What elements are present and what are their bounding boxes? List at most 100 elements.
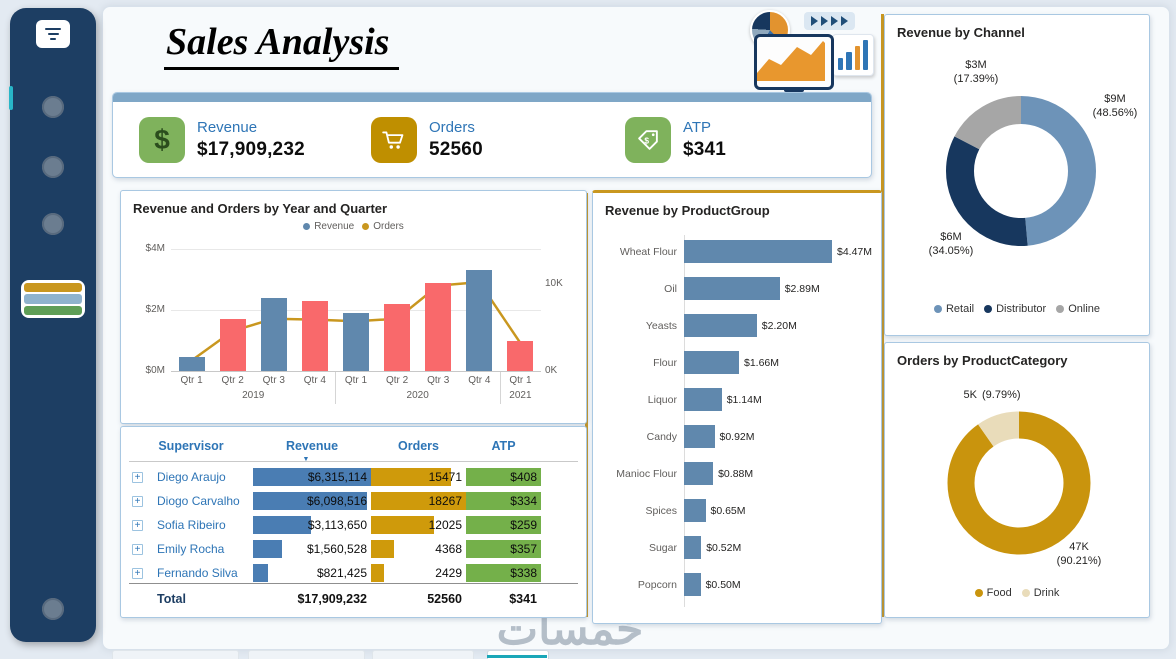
bar-row: Sugar $0.52M — [599, 529, 875, 566]
donut-slice-distributor[interactable] — [946, 96, 1096, 246]
category-label: Sugar — [648, 541, 677, 554]
orders-cell: 18267 — [371, 492, 466, 510]
orders-databar — [371, 492, 466, 510]
bottom-tab[interactable] — [372, 650, 474, 659]
expand-icon[interactable]: + — [132, 567, 143, 579]
bar[interactable] — [684, 499, 706, 522]
nav-dot-3[interactable] — [42, 213, 64, 235]
atp-cell: $338 — [466, 564, 541, 582]
legend-item[interactable]: Revenue — [303, 221, 354, 232]
legend-item[interactable]: Online — [1056, 303, 1100, 315]
revenue-bar[interactable] — [301, 300, 328, 371]
nav-dot-1[interactable] — [42, 96, 64, 118]
revenue-bar[interactable] — [178, 357, 205, 371]
revenue-bar[interactable] — [384, 303, 411, 371]
column-header-orders[interactable]: Orders — [398, 439, 439, 453]
productgroup-chart-card: Revenue by ProductGroup Wheat Flour $4.47… — [592, 190, 882, 624]
revenue-bar[interactable] — [343, 313, 369, 371]
table-row[interactable]: + Diego Araujo $6,315,114 15471 $408 — [129, 465, 578, 489]
orders-value: 12025 — [428, 518, 462, 532]
revenue-bar[interactable] — [507, 340, 534, 371]
axis-line — [684, 235, 685, 607]
active-page-button[interactable] — [21, 280, 85, 318]
filter-menu-icon[interactable] — [36, 20, 70, 48]
legend-dot — [1021, 589, 1030, 597]
bar[interactable] — [684, 462, 714, 485]
y2-axis-tick: 0K — [545, 365, 558, 376]
supervisor-name: Diogo Carvalho — [157, 494, 240, 508]
revenue-databar — [253, 468, 371, 486]
orders-cell: 15471 — [371, 468, 466, 486]
expand-icon[interactable]: + — [132, 471, 143, 483]
atp-databar — [466, 540, 541, 558]
revenue-bar[interactable] — [425, 282, 452, 371]
value-label: $1.66M — [744, 356, 780, 369]
y-axis-tick: $4M — [145, 243, 165, 254]
sort-descending-icon[interactable]: ▼ — [302, 456, 310, 463]
legend-item[interactable]: Food — [974, 587, 1012, 599]
x-axis-label: Qtr 3 — [427, 375, 450, 386]
bar[interactable] — [684, 425, 715, 448]
expand-icon[interactable]: + — [132, 519, 143, 531]
table-row[interactable]: + Diogo Carvalho $6,098,516 18267 $334 — [129, 489, 578, 513]
donut-slice-food[interactable] — [947, 411, 1091, 555]
nav-dot-2[interactable] — [42, 156, 64, 178]
nav-dot-bottom[interactable] — [42, 598, 64, 620]
combo-plot-area — [171, 249, 541, 372]
revenue-bar[interactable] — [466, 270, 493, 371]
table-row[interactable]: + Sofia Ribeiro $3,113,650 12025 $259 — [129, 513, 578, 537]
bar[interactable] — [684, 536, 702, 559]
donut-slice-drink[interactable] — [947, 411, 1091, 555]
legend-item[interactable]: Distributor — [984, 303, 1046, 315]
revenue-databar — [253, 540, 283, 558]
expand-icon[interactable]: + — [132, 495, 143, 507]
total-revenue: $17,909,232 — [297, 592, 367, 606]
bar-rows: Wheat Flour $4.47M Oil $2.89M Yeasts $2.20M Fl… — [599, 233, 875, 603]
bar[interactable] — [684, 314, 757, 337]
kpi-revenue: $ Revenue $17,909,232 — [139, 117, 305, 163]
bar[interactable] — [684, 573, 701, 596]
legend-item[interactable]: Retail — [933, 303, 974, 315]
revenue-value: $1,560,528 — [306, 542, 367, 556]
atp-value: $259 — [510, 518, 537, 532]
bottom-tab[interactable] — [248, 650, 365, 659]
bar[interactable] — [684, 388, 722, 411]
bar-row: Popcorn $0.50M — [599, 566, 875, 603]
expand-icon[interactable]: + — [132, 543, 143, 555]
table-row[interactable]: + Fernando Silva $821,425 2429 $338 — [129, 561, 578, 585]
sidebar — [9, 8, 96, 642]
legend-dot — [933, 305, 942, 313]
bar-chart-icon — [832, 34, 874, 76]
combo-chart-card: Revenue and Orders by Year and Quarter R… — [120, 190, 587, 424]
revenue-bar[interactable] — [260, 297, 287, 371]
page-title: Sales Analysis — [164, 20, 400, 70]
column-header-supervisor[interactable]: Supervisor — [158, 439, 224, 453]
legend-item[interactable]: Drink — [1021, 587, 1059, 599]
bottom-tab[interactable] — [112, 650, 239, 659]
category-label: Yeasts — [645, 319, 677, 332]
y2-axis-tick: 10K — [545, 278, 563, 289]
total-orders: 52560 — [427, 592, 462, 606]
column-header-atp[interactable]: ATP — [491, 439, 516, 453]
revenue-value: $821,425 — [316, 566, 367, 580]
channel-donut — [946, 96, 1096, 246]
value-label: $0.65M — [710, 504, 746, 517]
revenue-cell: $3,113,650 — [253, 516, 371, 534]
legend-item[interactable]: Orders — [362, 221, 404, 232]
bar-row: Flour $1.66M — [599, 344, 875, 381]
kpi-card: $ Revenue $17,909,232 Orders 52560 — [112, 92, 872, 178]
bar[interactable] — [684, 351, 739, 374]
chart-title: Revenue and Orders by Year and Quarter — [133, 201, 388, 216]
value-label: $0.88M — [718, 467, 754, 480]
bottom-tab-active[interactable] — [487, 650, 549, 659]
donut-slice-online[interactable] — [946, 96, 1096, 246]
revenue-bar[interactable] — [219, 319, 246, 371]
revenue-value: $6,315,114 — [307, 470, 367, 484]
category-label: Manioc Flour — [616, 467, 677, 480]
bar[interactable] — [684, 277, 780, 300]
column-header-revenue[interactable]: Revenue ▼ — [285, 439, 339, 463]
y-axis-tick: $0M — [145, 365, 165, 376]
orders-value: 18267 — [428, 494, 462, 508]
bar[interactable] — [684, 240, 832, 263]
table-row[interactable]: + Emily Rocha $1,560,528 4368 $357 — [129, 537, 578, 561]
